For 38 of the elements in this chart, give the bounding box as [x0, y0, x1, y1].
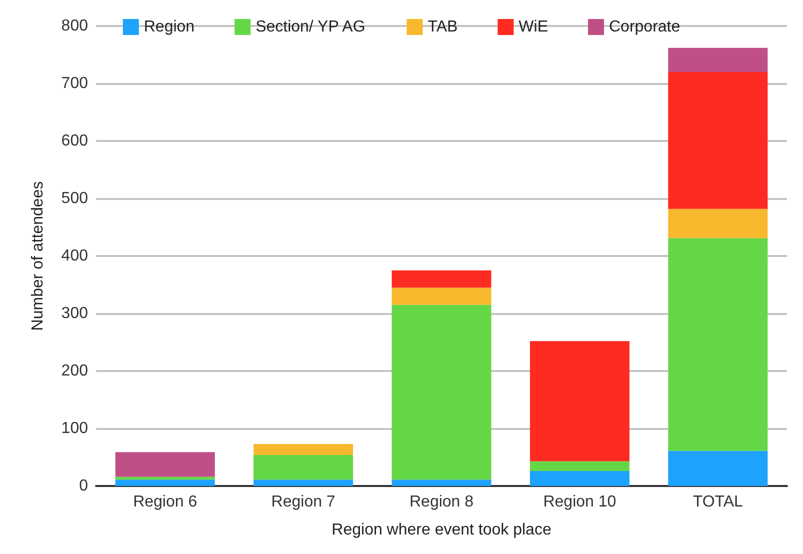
bar: [115, 480, 215, 486]
y-tick-label: 300: [61, 305, 88, 322]
bar: [530, 471, 630, 486]
bar: [668, 208, 768, 238]
bar: [392, 304, 492, 480]
x-tick-label: Region 6: [133, 494, 198, 510]
x-tick-label: TOTAL: [692, 494, 744, 510]
y-tick-label: 500: [61, 190, 88, 207]
legend-label: TAB: [428, 18, 458, 36]
bar: [530, 461, 630, 472]
y-tick-label: 100: [61, 420, 88, 437]
bar: [392, 288, 492, 305]
bar: [668, 238, 768, 451]
bar: [254, 444, 354, 455]
bar: [668, 72, 768, 209]
x-axis-title: Region where event took place: [332, 522, 552, 538]
y-tick-label: 600: [61, 132, 88, 150]
x-tick-label: Region 7: [271, 494, 336, 510]
x-tick-label: Region 10: [543, 494, 616, 510]
y-axis-title: Number of attendees: [30, 181, 46, 331]
y-tick-label: 0: [79, 478, 88, 494]
legend-label: Section/ YP AG: [256, 18, 366, 36]
x-tick-label: Region 8: [409, 494, 474, 510]
bar: [392, 270, 492, 288]
legend-label: Region: [144, 18, 195, 36]
bar: [115, 452, 215, 477]
y-tick-label: 200: [61, 362, 88, 380]
legend-label: WiE: [518, 18, 548, 36]
legend-label: Corporate: [608, 18, 680, 36]
bar: [254, 480, 354, 486]
bar: [668, 48, 768, 72]
y-tick-label: 800: [61, 18, 88, 34]
bar: [254, 454, 354, 480]
bar: [392, 480, 492, 486]
y-tick-label: 700: [61, 75, 88, 92]
bar: [668, 450, 768, 486]
y-tick-label: 400: [61, 248, 88, 264]
bar: [530, 341, 630, 462]
